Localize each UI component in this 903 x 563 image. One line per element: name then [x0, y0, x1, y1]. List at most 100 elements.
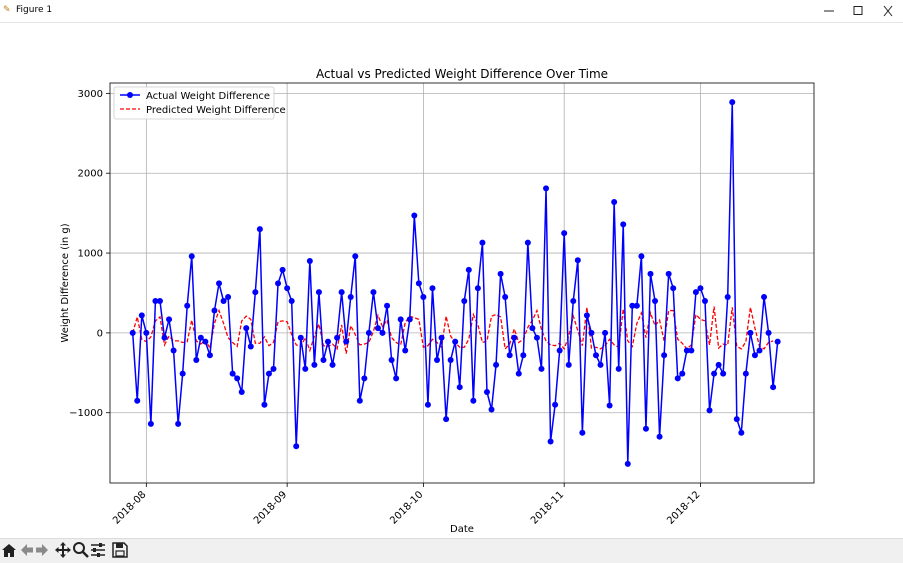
window-title: Figure 1 [16, 5, 52, 15]
y-tick-label: 3000 [78, 89, 103, 100]
actual-point [548, 438, 554, 444]
actual-point [325, 339, 331, 345]
y-tick-label: −1000 [69, 408, 103, 419]
home-icon[interactable] [0, 541, 18, 559]
x-tick-label: 2018-09 [252, 489, 289, 526]
actual-point [171, 347, 177, 353]
actual-point [134, 398, 140, 404]
legend-actual-label: Actual Weight Difference [146, 91, 270, 102]
chart-title: Actual vs Predicted Weight Difference Ov… [316, 67, 608, 81]
x-tick-label: 2018-08 [111, 489, 148, 526]
actual-point [411, 213, 417, 219]
actual-point [461, 298, 467, 304]
close-icon[interactable] [873, 0, 903, 22]
actual-point [320, 357, 326, 363]
actual-point [239, 389, 245, 395]
actual-point [679, 371, 685, 377]
actual-point [725, 294, 731, 300]
actual-point [243, 325, 249, 331]
x-tick-label: 2018-10 [388, 489, 425, 526]
actual-point [484, 389, 490, 395]
actual-point [479, 240, 485, 246]
actual-point [579, 430, 585, 436]
legend: Actual Weight Difference Predicted Weigh… [114, 87, 286, 119]
actual-point [180, 371, 186, 377]
actual-point [448, 357, 454, 363]
actual-point [493, 362, 499, 368]
actual-point [352, 253, 358, 259]
actual-point [697, 285, 703, 291]
actual-point [620, 221, 626, 227]
line-chart: 2018-08 2018-09 2018-10 2018-11 2018-12 −1000… [0, 23, 903, 538]
actual-point [230, 371, 236, 377]
actual-point [598, 362, 604, 368]
actual-point [716, 362, 722, 368]
actual-point [670, 285, 676, 291]
actual-point [470, 398, 476, 404]
actual-point [370, 289, 376, 295]
actual-point [702, 298, 708, 304]
actual-point [257, 226, 263, 232]
configure-subplots-icon[interactable] [89, 541, 107, 559]
actual-point [720, 371, 726, 377]
actual-point [302, 366, 308, 372]
actual-point [675, 375, 681, 381]
actual-point [593, 352, 599, 358]
legend-predicted-label: Predicted Weight Difference [146, 105, 286, 116]
actual-point [693, 289, 699, 295]
save-icon[interactable] [111, 541, 129, 559]
actual-point [534, 335, 540, 341]
actual-point [570, 298, 576, 304]
actual-point [366, 330, 372, 336]
actual-point [261, 402, 267, 408]
minimize-icon[interactable] [814, 0, 844, 22]
actual-point [225, 294, 231, 300]
maximize-icon[interactable] [843, 0, 873, 22]
actual-point [280, 267, 286, 273]
actual-point [334, 335, 340, 341]
actual-point [757, 347, 763, 353]
actual-point [148, 421, 154, 427]
actual-point [652, 298, 658, 304]
actual-point [198, 335, 204, 341]
y-tick-label: 0 [97, 328, 103, 339]
actual-point [357, 398, 363, 404]
actual-point [252, 289, 258, 295]
actual-point [511, 335, 517, 341]
actual-point [429, 285, 435, 291]
actual-point [284, 285, 290, 291]
actual-point [747, 330, 753, 336]
actual-point [293, 443, 299, 449]
y-tick-label: 1000 [78, 249, 103, 260]
actual-point [489, 407, 495, 413]
actual-point [557, 347, 563, 353]
actual-point [384, 303, 390, 309]
actual-point [162, 335, 168, 341]
actual-point [552, 402, 558, 408]
figure-canvas[interactable]: 2018-08 2018-09 2018-10 2018-11 2018-12 −1000… [0, 23, 903, 538]
actual-point [666, 271, 672, 277]
actual-point [343, 339, 349, 345]
actual-point [316, 289, 322, 295]
actual-point [607, 403, 613, 409]
forward-arrow-icon[interactable] [33, 541, 51, 559]
actual-point [611, 199, 617, 205]
actual-point [193, 357, 199, 363]
actual-point [143, 330, 149, 336]
actual-point [361, 375, 367, 381]
actual-point [625, 461, 631, 467]
legend-actual-marker [127, 92, 133, 98]
zoom-icon[interactable] [72, 541, 90, 559]
actual-point [166, 316, 172, 322]
actual-point [634, 303, 640, 309]
actual-point [416, 280, 422, 286]
pan-icon[interactable] [54, 541, 72, 559]
actual-point [425, 402, 431, 408]
actual-point [588, 330, 594, 336]
actual-point [275, 280, 281, 286]
actual-point [380, 330, 386, 336]
actual-point [266, 371, 272, 377]
actual-point [766, 330, 772, 336]
actual-point [234, 375, 240, 381]
actual-point [393, 375, 399, 381]
